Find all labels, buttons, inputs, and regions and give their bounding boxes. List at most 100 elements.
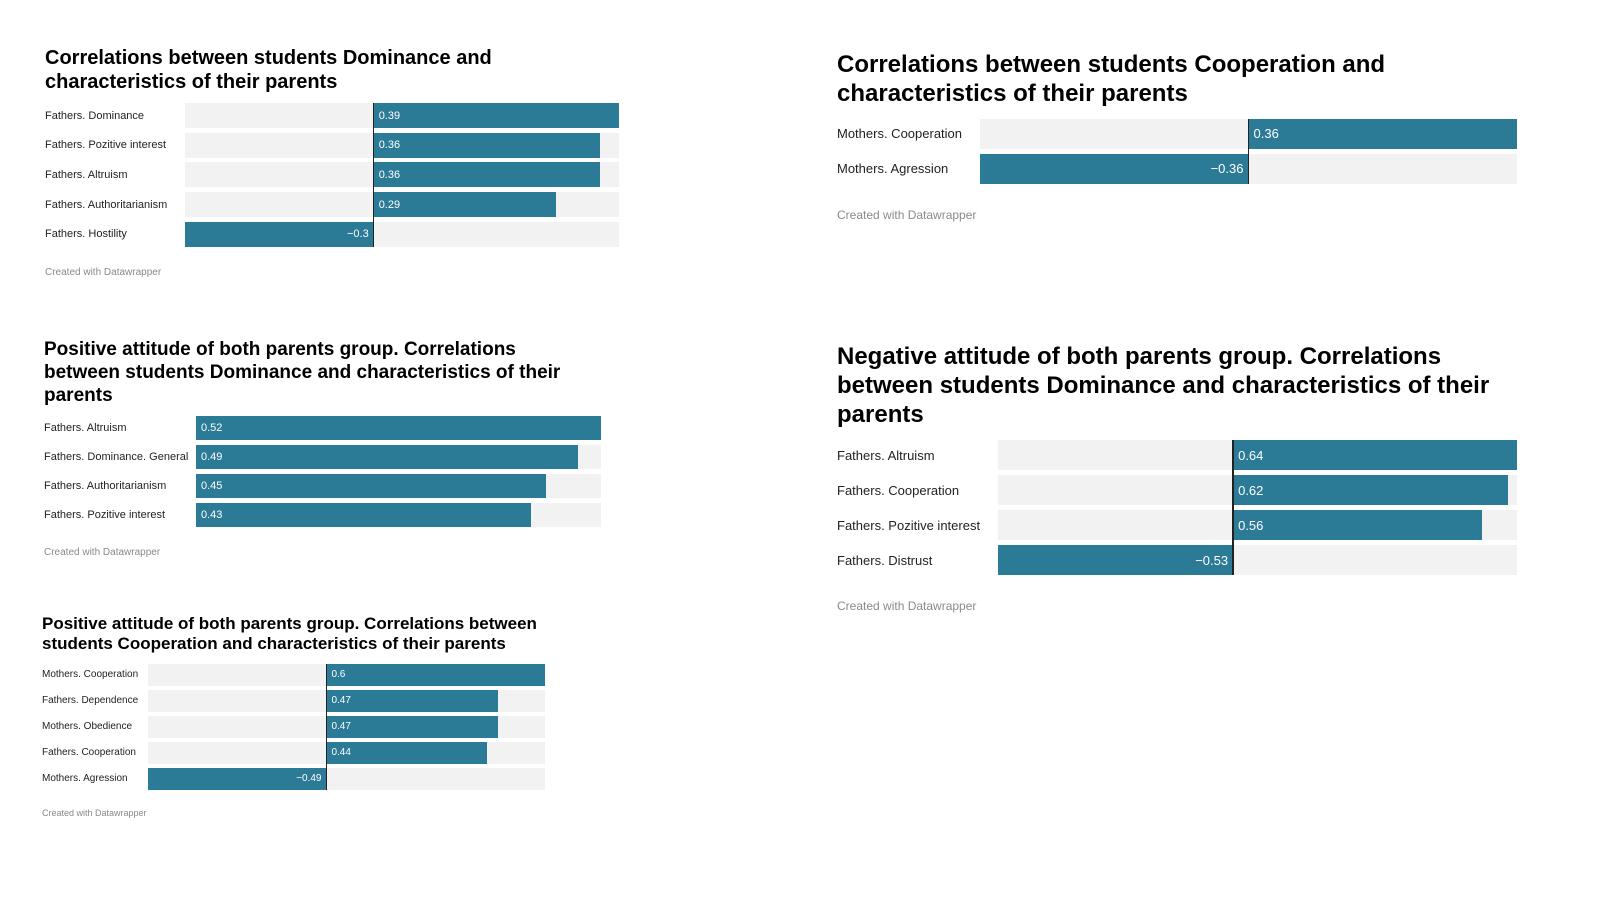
zero-axis-line (325, 689, 328, 716)
bar-row: Fathers. Pozitive interest 0.43 (44, 503, 601, 528)
bar-value-label: 0.6 (331, 669, 346, 681)
bar-row: Fathers. Dependence 0.47 (42, 689, 545, 716)
bar (148, 767, 327, 790)
bar-category-label: Fathers. Altruism (45, 168, 128, 181)
bar (373, 103, 619, 128)
zero-axis-line (1232, 545, 1234, 576)
bar-rows: Mothers. Cooperation 0.6 Fathers. Dependen… (42, 663, 545, 790)
bar-category-label: Mothers. Cooperation (42, 669, 139, 681)
bar-category-label: Mothers. Agression (837, 161, 949, 177)
zero-axis-line (372, 103, 375, 133)
bar-row: Fathers. Cooperation 0.44 (42, 741, 545, 768)
bar-category-label: Fathers. Cooperation (837, 482, 960, 498)
bar-category-label: Fathers. Altruism (837, 447, 935, 463)
bar (196, 416, 601, 441)
bar-category-label: Fathers. Authoritarianism (45, 198, 168, 211)
bar-value-label: 0.64 (1238, 447, 1264, 463)
bar-row: Mothers. Cooperation 0.6 (42, 663, 545, 690)
bar-category-label: Mothers. Obedience (42, 721, 133, 733)
chart-negative-dominance: Negative attitude of both parents group.… (837, 343, 1517, 614)
bar (326, 715, 498, 738)
zero-axis-line (372, 192, 375, 222)
bar-value-label: 0.36 (378, 139, 401, 152)
bar-row: Fathers. Hostility −0.3 (45, 221, 619, 247)
bar-rows: Fathers. Altruism 0.52 Fathers. Dominance.… (44, 416, 601, 528)
bar (998, 545, 1234, 576)
bar-value-label: 0.44 (331, 747, 351, 759)
datawrapper-credit: Created with Datawrapper (44, 547, 161, 559)
chart-title: Negative attitude of both parents group.… (837, 343, 1490, 428)
zero-axis-line (325, 741, 328, 768)
chart-title: Positive attitude of both parents group.… (44, 339, 561, 406)
bar (980, 153, 1249, 184)
bar-rows: Mothers. Cooperation 0.36 Mothers. Agressi… (837, 118, 1517, 184)
bar-rows: Fathers. Dominance 0.39 Fathers. Pozitive … (45, 103, 619, 247)
bar-category-label: Fathers. Pozitive interest (837, 517, 981, 533)
datawrapper-credit: Created with Datawrapper (45, 266, 162, 278)
bar-row: Mothers. Obedience 0.47 (42, 715, 545, 742)
bar (196, 503, 531, 528)
datawrapper-credit: Created with Datawrapper (42, 807, 147, 818)
zero-axis-line (325, 663, 328, 690)
bar (196, 445, 578, 470)
zero-axis-line (325, 715, 328, 742)
bar-row: Fathers. Pozitive interest 0.56 (837, 510, 1517, 546)
bar (326, 741, 487, 764)
bar-category-label: Mothers. Cooperation (837, 126, 963, 142)
bar-value-label: 0.36 (378, 168, 401, 181)
bar-value-label: −0.3 (346, 228, 369, 241)
bar-value-label: 0.49 (201, 451, 223, 464)
bar-row: Fathers. Pozitive interest 0.36 (45, 132, 619, 163)
zero-axis-line (1247, 118, 1250, 154)
bar-category-label: Fathers. Altruism (44, 422, 127, 435)
bar (1233, 475, 1509, 506)
datawrapper-credit: Created with Datawrapper (837, 207, 977, 222)
bar-row: Fathers. Altruism 0.64 (837, 440, 1517, 476)
bar-category-label: Fathers. Distrust (837, 552, 933, 568)
bar (373, 162, 601, 188)
bar-value-label: 0.56 (1238, 517, 1264, 533)
chart-cooperation: Correlations between students Cooperatio… (837, 51, 1517, 222)
zero-axis-line (372, 221, 375, 247)
bar-category-label: Fathers. Pozitive interest (45, 139, 167, 152)
zero-axis-line (372, 132, 375, 163)
bar-value-label: 0.39 (378, 109, 401, 122)
chart-positive-cooperation: Positive attitude of both parents group.… (42, 614, 545, 818)
bar (326, 663, 545, 686)
bar (1233, 510, 1482, 541)
bar-row: Mothers. Cooperation 0.36 (837, 118, 1517, 154)
bar-category-label: Mothers. Agression (42, 773, 128, 785)
zero-axis-line (1232, 510, 1234, 546)
bar-category-label: Fathers. Cooperation (42, 747, 136, 759)
bar-value-label: 0.45 (201, 480, 223, 493)
bar-value-label: 0.36 (1253, 126, 1279, 142)
bar-value-label: 0.62 (1238, 482, 1264, 498)
bar-value-label: −0.53 (1195, 552, 1229, 568)
bar-value-label: −0.36 (1210, 161, 1244, 177)
bar-row: Fathers. Distrust −0.53 (837, 545, 1517, 576)
zero-axis-line (1232, 475, 1234, 511)
zero-axis-line (325, 767, 328, 790)
bar-row: Fathers. Authoritarianism 0.29 (45, 192, 619, 222)
bar-value-label: 0.52 (201, 422, 223, 435)
bar-category-label: Fathers. Pozitive interest (44, 509, 166, 522)
chart-title: Positive attitude of both parents group.… (42, 614, 537, 654)
bar-category-label: Fathers. Dependence (42, 695, 139, 707)
bar-value-label: 0.43 (201, 509, 223, 522)
bar-value-label: 0.29 (378, 198, 401, 211)
bar-row: Mothers. Agression −0.49 (42, 767, 545, 790)
chart-positive-dominance: Positive attitude of both parents group.… (44, 339, 601, 559)
bar-category-label: Fathers. Hostility (45, 228, 127, 241)
zero-axis-line (1232, 440, 1234, 476)
bar (373, 192, 557, 218)
bar (1233, 440, 1517, 471)
bar (196, 474, 547, 499)
bar (326, 689, 498, 712)
datawrapper-credit: Created with Datawrapper (837, 599, 977, 614)
bar-category-label: Fathers. Dominance. General (44, 451, 189, 464)
chart-title: Correlations between students Dominance … (45, 47, 492, 93)
chart-dominance: Correlations between students Dominance … (45, 46, 619, 278)
zero-axis-line (1247, 153, 1250, 184)
bar-row: Fathers. Authoritarianism 0.45 (44, 474, 601, 499)
bar-value-label: 0.47 (331, 721, 351, 733)
